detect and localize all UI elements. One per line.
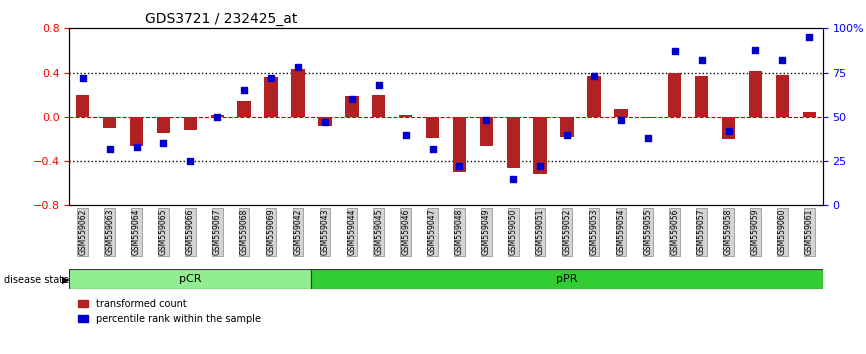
Point — [587, 73, 601, 79]
Bar — [372, 95, 385, 117]
Text: GSM559059: GSM559059 — [751, 209, 760, 255]
Text: GSM559043: GSM559043 — [320, 209, 329, 255]
Point — [748, 47, 762, 52]
Point — [210, 114, 224, 120]
Point — [695, 57, 708, 63]
Bar — [76, 95, 89, 117]
Text: GSM559060: GSM559060 — [778, 209, 787, 255]
Bar — [318, 117, 332, 126]
Point — [721, 128, 735, 134]
Bar — [668, 73, 682, 117]
Bar — [587, 76, 601, 117]
Point — [480, 118, 494, 123]
Point — [157, 141, 171, 146]
Point — [507, 176, 520, 182]
Text: GSM559045: GSM559045 — [374, 209, 384, 255]
Bar — [184, 117, 197, 130]
Text: ▶: ▶ — [62, 274, 70, 284]
Point — [425, 146, 439, 152]
Bar — [507, 117, 520, 168]
Text: GSM559062: GSM559062 — [78, 209, 87, 255]
Point — [614, 118, 628, 123]
Bar — [210, 115, 224, 117]
Text: GSM559052: GSM559052 — [563, 209, 572, 255]
Bar — [560, 117, 574, 137]
Text: GSM559053: GSM559053 — [590, 209, 598, 255]
Text: GSM559050: GSM559050 — [508, 209, 518, 255]
Point — [76, 75, 90, 81]
Text: GSM559061: GSM559061 — [805, 209, 814, 255]
Point — [372, 82, 385, 88]
Text: GSM559046: GSM559046 — [401, 209, 410, 255]
Point — [318, 119, 332, 125]
Text: GSM559068: GSM559068 — [240, 209, 249, 255]
Bar — [264, 77, 278, 117]
Bar — [103, 117, 116, 128]
Bar — [695, 76, 708, 117]
Text: GSM559064: GSM559064 — [132, 209, 141, 255]
FancyBboxPatch shape — [69, 269, 312, 289]
Text: GSM559057: GSM559057 — [697, 209, 706, 255]
Point — [264, 75, 278, 81]
Bar — [291, 69, 305, 117]
FancyBboxPatch shape — [312, 269, 823, 289]
Text: GSM559044: GSM559044 — [347, 209, 356, 255]
Text: GSM559063: GSM559063 — [105, 209, 114, 255]
Point — [560, 132, 574, 137]
Bar — [426, 117, 439, 138]
Point — [291, 64, 305, 70]
Text: GDS3721 / 232425_at: GDS3721 / 232425_at — [145, 12, 297, 26]
Text: GSM559058: GSM559058 — [724, 209, 733, 255]
Point — [775, 57, 789, 63]
Bar — [749, 72, 762, 117]
Text: GSM559069: GSM559069 — [267, 209, 275, 255]
Bar — [157, 117, 171, 133]
Point — [103, 146, 117, 152]
Text: GSM559048: GSM559048 — [455, 209, 464, 255]
Text: GSM559067: GSM559067 — [213, 209, 222, 255]
Bar — [721, 117, 735, 139]
Point — [345, 96, 359, 102]
Text: GSM559056: GSM559056 — [670, 209, 679, 255]
Point — [533, 164, 547, 169]
Bar — [345, 96, 359, 117]
Bar — [480, 117, 493, 145]
Text: pCR: pCR — [179, 274, 202, 284]
Bar — [130, 117, 143, 145]
Point — [237, 87, 251, 93]
Text: disease state: disease state — [4, 275, 69, 285]
Text: GSM559047: GSM559047 — [428, 209, 437, 255]
Text: GSM559055: GSM559055 — [643, 209, 652, 255]
Text: GSM559065: GSM559065 — [159, 209, 168, 255]
Text: GSM559051: GSM559051 — [536, 209, 545, 255]
Bar — [776, 75, 789, 117]
Bar — [803, 113, 816, 117]
Point — [668, 48, 682, 54]
Text: pPR: pPR — [556, 274, 578, 284]
Bar — [641, 117, 655, 118]
Bar — [533, 117, 547, 175]
Point — [130, 144, 144, 150]
Text: GSM559049: GSM559049 — [481, 209, 491, 255]
Text: GSM559066: GSM559066 — [186, 209, 195, 255]
Text: GSM559042: GSM559042 — [294, 209, 302, 255]
Bar — [399, 115, 412, 117]
Point — [398, 132, 412, 137]
Legend: transformed count, percentile rank within the sample: transformed count, percentile rank withi… — [74, 295, 264, 328]
Point — [641, 135, 655, 141]
Text: GSM559054: GSM559054 — [617, 209, 625, 255]
Point — [184, 158, 197, 164]
Point — [453, 164, 467, 169]
Bar — [237, 101, 251, 117]
Bar — [614, 109, 628, 117]
Bar — [453, 117, 466, 172]
Point — [802, 34, 816, 40]
